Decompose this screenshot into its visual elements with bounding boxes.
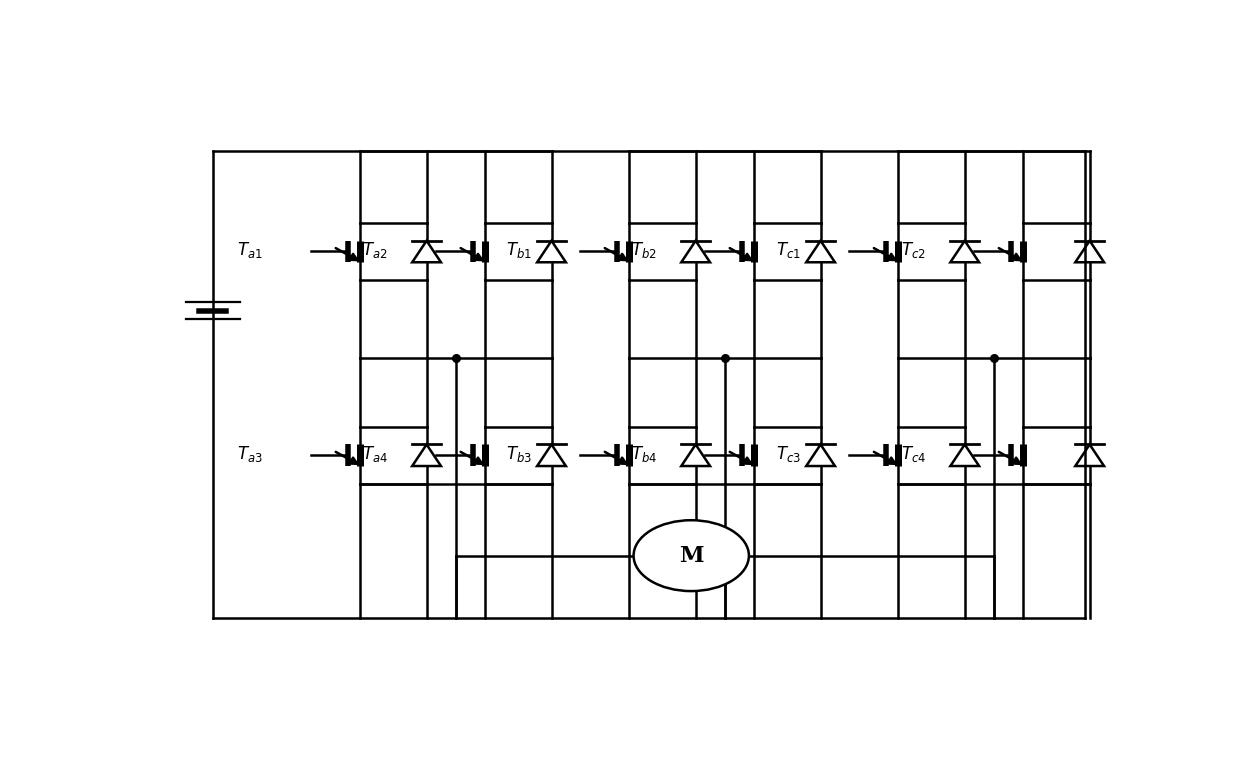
Text: $T_{b3}$: $T_{b3}$ (506, 444, 532, 464)
Text: $T_{a1}$: $T_{a1}$ (237, 240, 263, 260)
Text: $T_{c2}$: $T_{c2}$ (901, 240, 926, 260)
Text: $T_{c4}$: $T_{c4}$ (900, 444, 926, 464)
Text: M: M (680, 545, 703, 567)
Text: $T_{b2}$: $T_{b2}$ (631, 240, 657, 260)
Text: $T_{a2}$: $T_{a2}$ (362, 240, 388, 260)
Text: $T_{c1}$: $T_{c1}$ (776, 240, 801, 260)
Text: $T_{a3}$: $T_{a3}$ (237, 444, 263, 464)
Text: $T_{c3}$: $T_{c3}$ (776, 444, 801, 464)
Circle shape (634, 520, 749, 591)
Text: $T_{b4}$: $T_{b4}$ (631, 444, 657, 464)
Text: $T_{b1}$: $T_{b1}$ (506, 240, 532, 260)
Text: $T_{a4}$: $T_{a4}$ (362, 444, 388, 464)
